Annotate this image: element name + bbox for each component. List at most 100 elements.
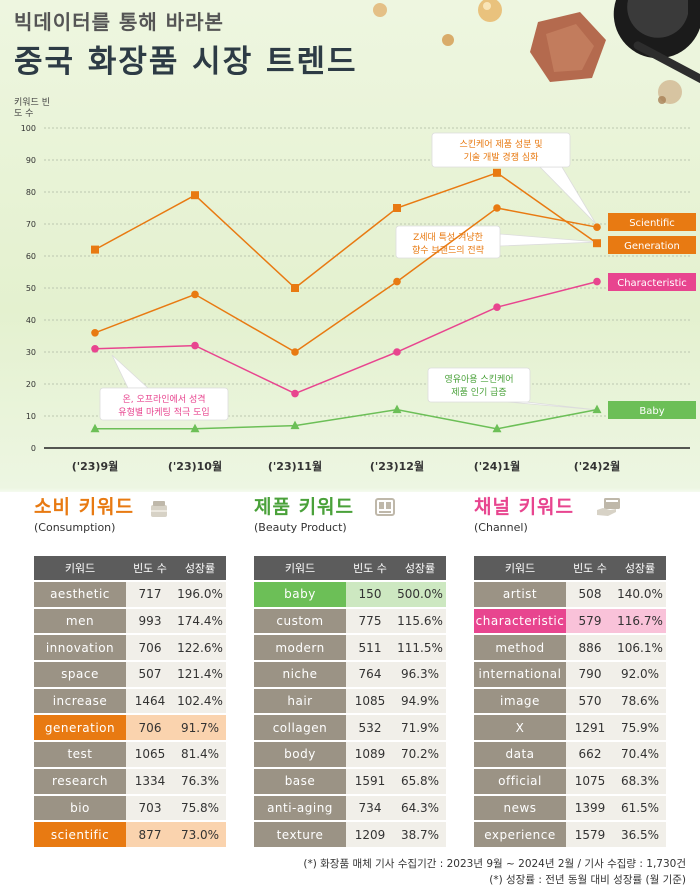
series-label: Scientific <box>629 218 675 229</box>
keyword-cell: test <box>34 742 126 767</box>
y-tick-label: 70 <box>26 220 36 229</box>
growth-cell: 121.4% <box>174 662 226 687</box>
x-tick-label: ('23)12월 <box>370 459 424 473</box>
growth-cell: 61.5% <box>614 795 666 821</box>
beige-bead-3 <box>373 3 387 17</box>
data-point <box>593 239 601 248</box>
count-cell: 1075 <box>566 768 614 794</box>
keyword-cell: data <box>474 742 566 767</box>
table-header-row: 키워드 빈도 수 성장률 <box>474 556 666 580</box>
growth-cell: 75.8% <box>174 795 226 821</box>
keyword-cell: custom <box>254 608 346 634</box>
keyword-cell: aesthetic <box>34 582 126 607</box>
y-tick-label: 100 <box>21 124 36 133</box>
table-row: texture 1209 38.7% <box>254 822 446 847</box>
table-row: image 570 78.6% <box>474 688 666 714</box>
growth-cell: 78.6% <box>614 688 666 714</box>
series-label: Baby <box>639 406 664 417</box>
count-cell: 877 <box>126 822 174 847</box>
data-point <box>191 341 199 350</box>
table-row: experience 1579 36.5% <box>474 822 666 847</box>
growth-cell: 36.5% <box>614 822 666 847</box>
keyword-cell: modern <box>254 635 346 661</box>
x-tick-label: ('23)9월 <box>72 459 119 473</box>
table-row: research 1334 76.3% <box>34 768 226 794</box>
data-point <box>393 348 401 356</box>
column-header: 빈도 수 <box>566 556 614 580</box>
hand-card-icon <box>597 498 620 516</box>
y-axis-label: 키워드 빈도 수 <box>14 98 50 119</box>
footnote-1: (*) 화장품 매체 기사 수집기간 : 2023년 9월 ~ 2024년 2월… <box>303 858 686 870</box>
annotation-text: Z세대 특성 겨냥한 <box>413 232 483 243</box>
count-cell: 532 <box>346 715 394 741</box>
count-cell: 703 <box>126 795 174 821</box>
growth-cell: 70.4% <box>614 742 666 767</box>
growth-cell: 71.9% <box>394 715 446 741</box>
x-tick-label: ('24)2월 <box>574 459 621 473</box>
series-label: Characteristic <box>617 278 687 289</box>
growth-cell: 81.4% <box>174 742 226 767</box>
data-point <box>190 423 200 433</box>
count-cell: 579 <box>566 608 614 634</box>
table-header-row: 키워드 빈도 수 성장률 <box>34 556 226 580</box>
table-row: baby 150 500.0% <box>254 582 446 607</box>
page-title: 중국 화장품 시장 트렌드 <box>14 44 358 80</box>
y-tick-label: 10 <box>26 412 36 421</box>
table-row: data 662 70.4% <box>474 742 666 767</box>
keyword-table: 키워드 빈도 수 성장률 baby 150 500.0% custom 775 115.6% mo… <box>254 554 446 849</box>
growth-cell: 116.7% <box>614 608 666 634</box>
count-cell: 150 <box>346 582 394 607</box>
y-tick-label: 60 <box>26 252 36 261</box>
count-cell: 1464 <box>126 688 174 714</box>
series-line-generation <box>94 171 598 289</box>
keyword-cell: method <box>474 635 566 661</box>
x-tick-label: ('23)10월 <box>168 459 222 473</box>
column-header: 성장률 <box>614 556 666 580</box>
count-cell: 1065 <box>126 742 174 767</box>
annotation-pointer <box>499 233 599 247</box>
keyword-tables: 소비 키워드 (Consumption) 키워드 빈도 수 성장률 aesthetic… <box>0 492 700 847</box>
count-cell: 734 <box>346 795 394 821</box>
cosmetics-decoration <box>373 0 700 104</box>
data-point <box>492 423 502 433</box>
growth-cell: 73.0% <box>174 822 226 847</box>
keyword-cell: base <box>254 768 346 794</box>
growth-cell: 94.9% <box>394 688 446 714</box>
table-row: test 1065 81.4% <box>34 742 226 767</box>
annotation-box <box>395 225 501 259</box>
data-point <box>593 277 601 286</box>
count-cell: 508 <box>566 582 614 607</box>
column-header: 성장률 <box>394 556 446 580</box>
product-box-icon <box>375 498 395 516</box>
column-header: 키워드 <box>474 556 566 580</box>
keyword-cell: texture <box>254 822 346 847</box>
table-row: bio 703 75.8% <box>34 795 226 821</box>
table-row: custom 775 115.6% <box>254 608 446 634</box>
beige-bead-2 <box>442 34 454 46</box>
series-tag-baby <box>608 401 696 419</box>
keyword-cell: space <box>34 662 126 687</box>
count-cell: 1089 <box>346 742 394 767</box>
data-point <box>393 204 401 212</box>
footnote-2: (*) 성장률 : 전년 동월 대비 성장률 (월 기준) <box>489 874 686 886</box>
table-row: scientific 877 73.0% <box>34 822 226 847</box>
count-cell: 1591 <box>346 768 394 794</box>
column-header: 빈도 수 <box>346 556 394 580</box>
keyword-cell: collagen <box>254 715 346 741</box>
annotation-text: 기술 개발 경쟁 심화 <box>464 151 539 163</box>
growth-cell: 70.2% <box>394 742 446 767</box>
count-cell: 717 <box>126 582 174 607</box>
y-tick-label: 30 <box>26 348 36 357</box>
table-row: anti-aging 734 64.3% <box>254 795 446 821</box>
growth-cell: 68.3% <box>614 768 666 794</box>
growth-cell: 500.0% <box>394 582 446 607</box>
data-point <box>592 404 602 414</box>
keyword-cell: innovation <box>34 635 126 661</box>
count-cell: 1334 <box>126 768 174 794</box>
keyword-cell: image <box>474 688 566 714</box>
keyword-cell: artist <box>474 582 566 607</box>
growth-cell: 196.0% <box>174 582 226 607</box>
growth-cell: 75.9% <box>614 715 666 741</box>
column-header: 키워드 <box>34 556 126 580</box>
keyword-cell: international <box>474 662 566 687</box>
